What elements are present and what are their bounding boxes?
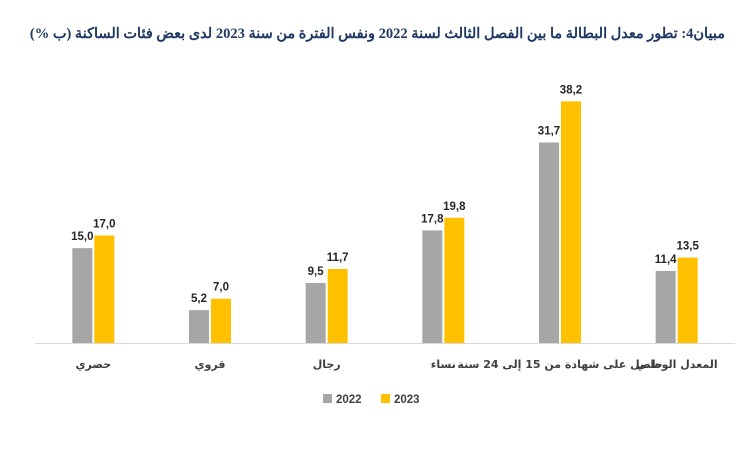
bar-2023-5 [561,101,581,343]
bar-2023-2 [211,298,231,343]
category-label-4: نساء [431,358,456,371]
bar-2022-2 [189,310,209,343]
data-label-2023-4: 19,8 [443,201,466,213]
bar-2022-1 [72,248,93,343]
chart-title: مبيان4: تطور معدل البطالة ما بين الفصل ا… [29,26,725,42]
data-label-2022-1: 15,0 [71,231,93,243]
data-label-2022-7: 11,4 [655,254,677,266]
category-label-2: قروي [195,358,226,371]
bar-2022-3 [305,282,326,343]
category-label-6: المعدل الوطني [636,358,718,371]
bar-2023-7 [677,257,698,343]
bar-2022-4 [422,230,443,343]
bar-2022-7 [655,270,676,343]
data-label-2023-3: 11,7 [327,252,349,264]
data-label-2023-1: 17,0 [93,218,115,230]
data-label-2023-5: 38,2 [560,84,582,96]
data-label-2022-5: 31,7 [538,125,560,137]
data-label-2022-2: 5,2 [191,293,207,305]
category-label-1: حضري [75,358,111,371]
bar-2023-1 [94,235,115,343]
legend-label-2023: 2023 [394,394,420,406]
legend-swatch-2022 [323,394,332,403]
data-label-2023-7: 13,5 [676,241,699,253]
bar-2023-3 [327,268,348,343]
bar-2022-5 [539,142,559,343]
category-label-5: حاصل على شهادة من 15 إلى 24 سنة [457,358,662,371]
legend-label-2022: 2022 [336,394,362,406]
legend-swatch-2023 [381,394,390,403]
data-label-2022-4: 17,8 [421,213,444,225]
category-label-3: رجال [313,358,341,371]
data-label-2022-3: 9,5 [308,266,325,278]
data-label-2023-2: 7,0 [213,282,229,294]
bar-2023-4 [444,217,465,343]
